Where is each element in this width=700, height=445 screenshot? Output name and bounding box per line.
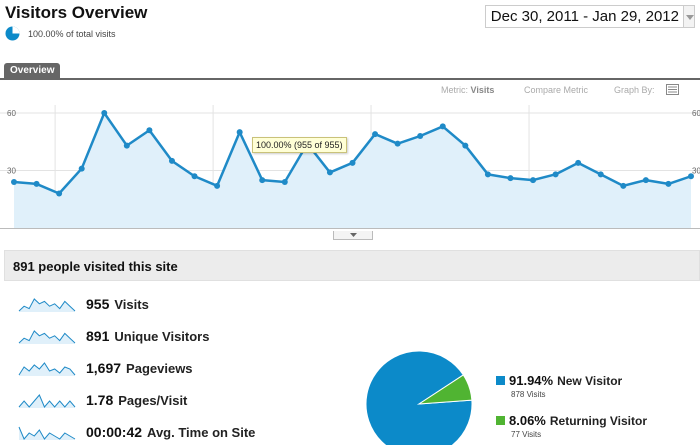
data-point[interactable] — [168, 157, 175, 164]
stat-value: 955 — [86, 296, 110, 312]
legend-new-visitor: 91.94% New Visitor 878 Visits — [496, 373, 622, 399]
graph-by-day-icon[interactable] — [666, 84, 679, 95]
stat-value: 1.78 — [86, 392, 114, 408]
metric-value: Visits — [470, 85, 495, 95]
header: Visitors Overview 100.00% of total visit… — [0, 0, 700, 62]
data-point[interactable] — [101, 110, 108, 116]
visits-area — [14, 113, 691, 228]
chart-tooltip: 100.00% (955 of 955) — [252, 137, 347, 153]
pie-slice-returning-visitor[interactable] — [417, 374, 472, 405]
new-visitor-label[interactable]: New Visitor — [557, 373, 623, 388]
y-tick-label-left: 30 — [7, 167, 16, 176]
data-point[interactable] — [665, 180, 672, 187]
stat-pageviews[interactable]: 1,697 Pageviews — [18, 356, 193, 380]
data-point[interactable] — [281, 179, 288, 185]
y-tick-label-right: 60 — [692, 109, 700, 118]
visitor-type-pie-chart — [366, 351, 472, 445]
data-point[interactable] — [552, 171, 559, 178]
data-point[interactable] — [349, 159, 356, 166]
pie-slice-new-visitor[interactable] — [366, 351, 472, 445]
graph-by-label: Graph By: — [614, 85, 655, 95]
stat-value: 891 — [86, 328, 110, 344]
data-point[interactable] — [191, 173, 198, 180]
sparkline-icon — [18, 426, 76, 440]
data-point[interactable] — [33, 180, 40, 187]
tab-overview[interactable]: Overview — [4, 63, 61, 80]
stat-avg-time-on-site[interactable]: 00:00:42 Avg. Time on Site — [18, 420, 255, 444]
sparkline-icon — [18, 298, 76, 312]
data-point[interactable] — [642, 177, 649, 184]
chart-collapse-handle[interactable] — [333, 231, 373, 240]
data-point[interactable] — [575, 159, 582, 166]
visits-line-chart: 30306060Jan 1Jan 8Jan 15Jan 22 — [0, 105, 700, 229]
data-point[interactable] — [597, 171, 604, 178]
data-point[interactable] — [236, 129, 243, 136]
data-point[interactable] — [620, 182, 627, 189]
stat-label: Pageviews — [126, 360, 193, 376]
data-point[interactable] — [326, 169, 333, 176]
new-visitor-visits: 878 Visits — [511, 390, 546, 399]
date-range-dropdown-button[interactable] — [683, 5, 695, 28]
data-point[interactable] — [462, 142, 469, 149]
segment-summary: 100.00% of total visits — [5, 26, 116, 41]
data-point[interactable] — [484, 171, 491, 178]
page-title: Visitors Overview — [5, 3, 148, 22]
summary-header: 891 people visited this site — [4, 250, 700, 281]
data-point[interactable] — [417, 133, 424, 139]
data-point[interactable] — [56, 190, 63, 197]
stat-pages-visit[interactable]: 1.78 Pages/Visit — [18, 388, 187, 412]
metric-selector[interactable]: Metric: Visits — [441, 85, 494, 95]
metric-controls: Metric: Visits Compare Metric Graph By: — [0, 84, 700, 98]
data-point[interactable] — [688, 173, 694, 180]
segment-text: 100.00% of total visits — [28, 28, 116, 39]
sparkline-icon — [18, 330, 76, 344]
stat-label: Avg. Time on Site — [147, 424, 256, 440]
date-range-picker[interactable]: Dec 30, 2011 - Jan 29, 2012 — [484, 5, 683, 28]
metric-label: Metric: — [441, 85, 468, 95]
tab-bar: Overview — [0, 62, 700, 80]
summary-title: 891 people visited this site — [13, 259, 178, 274]
stat-value: 1,697 — [86, 360, 122, 376]
data-point[interactable] — [11, 179, 17, 185]
stat-label: Visits — [114, 296, 149, 312]
data-point[interactable] — [439, 123, 446, 130]
chevron-down-icon — [686, 15, 694, 20]
data-point[interactable] — [507, 175, 514, 182]
new-visitor-percent: 91.94% — [509, 373, 554, 388]
stat-label: Unique Visitors — [114, 328, 210, 344]
visits-chart: 30306060Jan 1Jan 8Jan 15Jan 22 — [0, 98, 700, 232]
legend-returning-visitor: 8.06% Returning Visitor 77 Visits — [496, 413, 647, 439]
segment-pie-icon — [5, 26, 20, 41]
stat-visits[interactable]: 955 Visits — [18, 292, 149, 316]
chevron-down-icon — [350, 233, 357, 237]
y-tick-label-right: 30 — [692, 167, 700, 176]
stat-label: Pages/Visit — [118, 392, 188, 408]
data-point[interactable] — [214, 182, 221, 189]
data-point[interactable] — [123, 142, 130, 149]
data-point[interactable] — [259, 177, 266, 184]
stat-unique-visitors[interactable]: 891 Unique Visitors — [18, 324, 209, 348]
stat-value: 00:00:42 — [86, 424, 143, 440]
data-point[interactable] — [394, 140, 401, 147]
returning-visitor-percent: 8.06% — [509, 413, 546, 428]
legend-swatch-returning — [496, 416, 505, 425]
legend-swatch-new — [496, 376, 505, 385]
sparkline-icon — [18, 394, 76, 408]
returning-visitor-label[interactable]: Returning Visitor — [549, 413, 647, 428]
compare-metric-link[interactable]: Compare Metric — [524, 85, 589, 95]
data-point[interactable] — [78, 165, 85, 172]
data-point[interactable] — [530, 177, 537, 184]
sparkline-icon — [18, 362, 76, 376]
data-point[interactable] — [372, 131, 379, 138]
returning-visitor-visits: 77 Visits — [511, 430, 542, 439]
y-tick-label-left: 60 — [7, 109, 16, 118]
data-point[interactable] — [146, 127, 153, 134]
